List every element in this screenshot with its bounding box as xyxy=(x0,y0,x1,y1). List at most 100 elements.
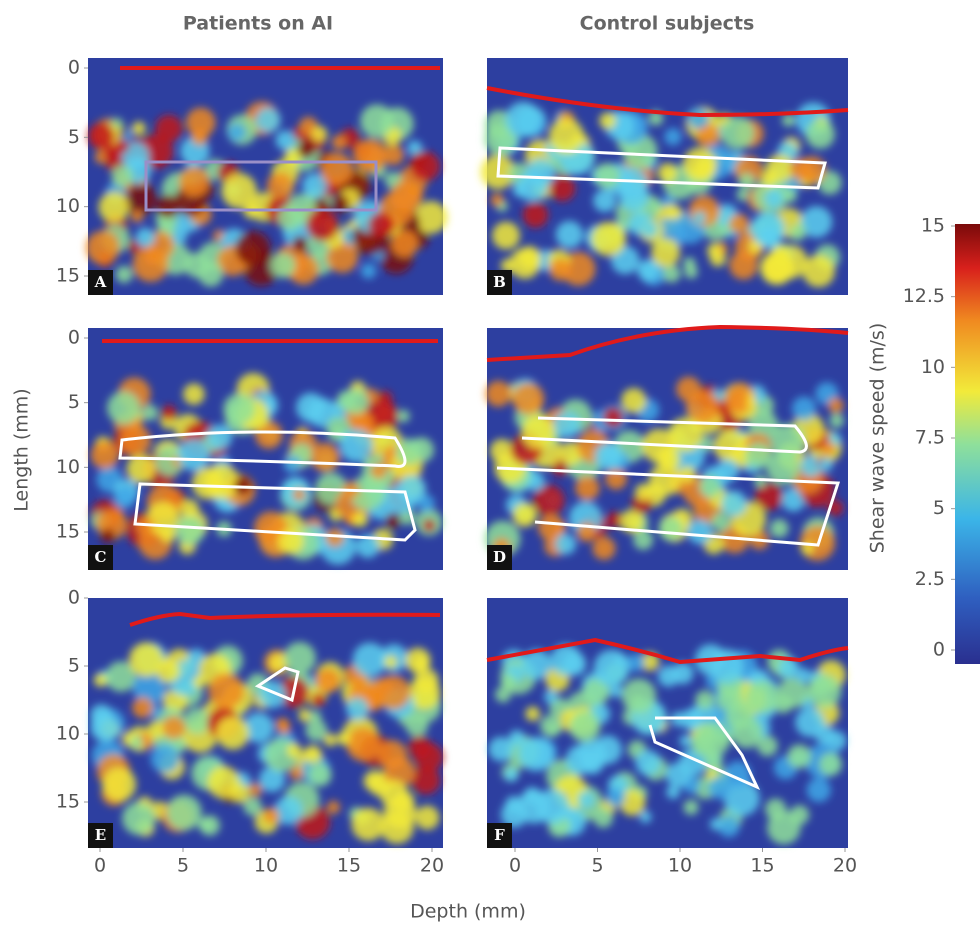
speckle xyxy=(360,104,394,139)
speckle xyxy=(179,166,210,197)
speckle xyxy=(408,735,432,759)
speckle xyxy=(828,397,844,414)
colorbar-tick-label: 5 xyxy=(933,497,945,519)
speckle xyxy=(782,113,796,127)
speckle xyxy=(122,801,156,835)
speckle xyxy=(684,264,698,279)
speckle xyxy=(492,221,521,250)
speckle xyxy=(806,777,831,803)
speckle xyxy=(113,486,136,509)
x-tick-label: 0 xyxy=(94,855,106,877)
speckle xyxy=(346,727,381,762)
x-tick-label: 15 xyxy=(337,855,361,877)
colorbar-tick-label: 10 xyxy=(921,356,945,378)
speckle xyxy=(509,248,541,279)
speckle xyxy=(705,767,719,781)
speckle xyxy=(179,499,199,519)
speckle xyxy=(206,424,233,450)
panel: B xyxy=(480,58,849,295)
speckle xyxy=(716,459,739,483)
colorbar-tick-label: 2.5 xyxy=(915,568,945,590)
speckle xyxy=(147,720,166,739)
roi-outline xyxy=(496,146,827,190)
speckle xyxy=(380,810,414,845)
speckle xyxy=(326,800,341,814)
speckle xyxy=(550,644,582,676)
speckle xyxy=(754,482,783,511)
speckle xyxy=(802,254,835,288)
speckle xyxy=(621,678,657,714)
x-tick-label: 15 xyxy=(750,855,774,877)
label-box xyxy=(88,545,113,570)
speckle xyxy=(353,138,388,173)
speckle xyxy=(255,107,281,133)
speckle xyxy=(353,511,369,528)
speckle xyxy=(539,714,562,737)
speckle xyxy=(504,768,519,782)
speckle xyxy=(709,818,723,831)
speckle xyxy=(555,220,584,249)
speckle xyxy=(593,808,614,828)
speckle xyxy=(500,801,528,828)
speckle xyxy=(255,421,283,449)
speckle xyxy=(634,483,653,502)
speckle xyxy=(522,202,549,228)
speckle xyxy=(795,707,825,737)
speckle xyxy=(606,787,626,807)
panel: C xyxy=(88,328,443,570)
speckle xyxy=(311,125,328,143)
speckle xyxy=(397,409,410,423)
speckle xyxy=(512,382,545,415)
speckle xyxy=(221,173,257,209)
speckle xyxy=(805,119,835,149)
speckle xyxy=(106,391,141,425)
speckle xyxy=(177,438,210,472)
speckle xyxy=(191,467,225,500)
speckle xyxy=(375,675,411,710)
speckle xyxy=(198,817,213,833)
speckle xyxy=(826,730,847,751)
speckle xyxy=(259,766,286,793)
speckle xyxy=(505,101,541,138)
speckle xyxy=(796,668,811,683)
panel-label: F xyxy=(494,826,505,844)
speckle xyxy=(130,210,144,223)
y-tick-label: 15 xyxy=(56,265,80,287)
speckle xyxy=(414,200,448,234)
speckle xyxy=(521,649,552,680)
speckle xyxy=(161,405,177,421)
speckle xyxy=(605,467,628,490)
x-tick-label: 10 xyxy=(668,855,692,877)
colorbar-tick-label: 15 xyxy=(921,215,945,237)
x-tick-label: 5 xyxy=(591,855,603,877)
speckle xyxy=(618,181,649,212)
speckle xyxy=(379,779,408,808)
speckle xyxy=(283,641,316,675)
speckle xyxy=(105,661,137,692)
speckle xyxy=(342,388,369,415)
speckle xyxy=(383,144,404,166)
speckle xyxy=(745,680,780,714)
speckle xyxy=(150,743,180,773)
speckle xyxy=(648,463,682,497)
speckle xyxy=(538,514,565,541)
speckle xyxy=(155,194,180,218)
elastogram xyxy=(488,644,847,845)
speckle xyxy=(130,735,144,749)
speckle xyxy=(87,122,115,150)
speckle xyxy=(800,206,833,238)
speckle xyxy=(275,717,290,732)
speckle xyxy=(662,264,681,283)
y-tick-label: 15 xyxy=(56,791,80,813)
speckle xyxy=(693,211,706,224)
speckle xyxy=(166,794,202,831)
speckle xyxy=(208,673,244,710)
speckle xyxy=(695,690,715,710)
y-tick-label: 5 xyxy=(68,655,80,677)
boundary-line xyxy=(486,324,849,362)
speckle xyxy=(298,708,312,723)
speckle xyxy=(549,258,572,281)
speckle xyxy=(552,411,580,439)
speckle xyxy=(351,807,385,842)
panel-label: E xyxy=(95,826,106,844)
